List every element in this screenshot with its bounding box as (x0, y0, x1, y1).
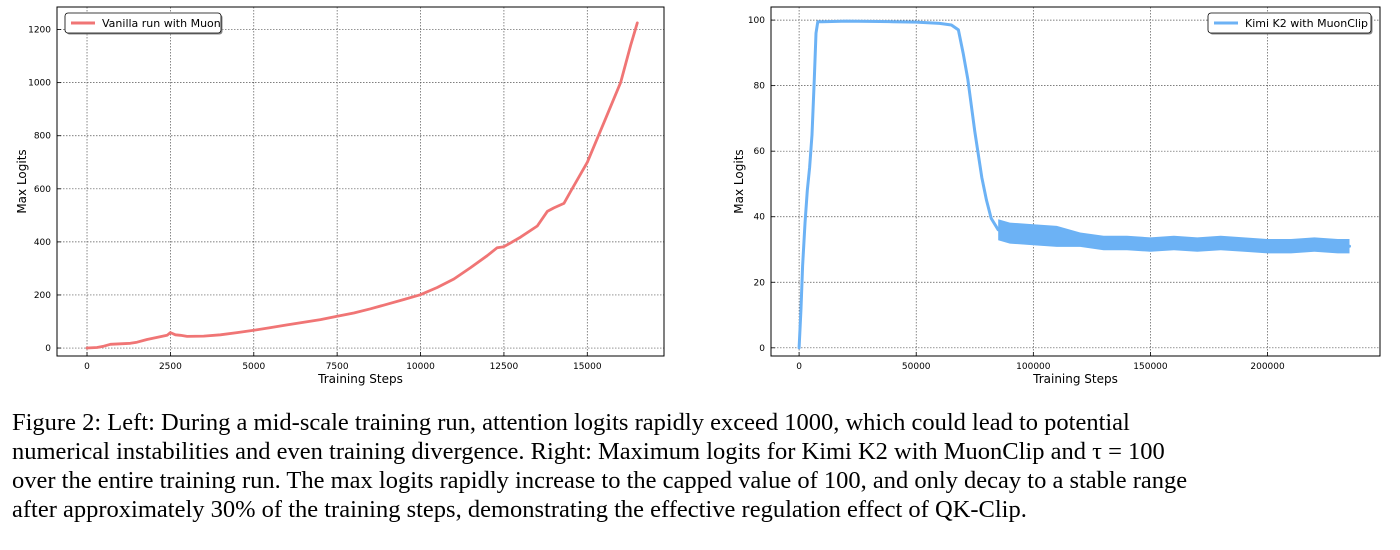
series-line-kimi-k2 (797, 19, 1351, 350)
x-tick-label: 12500 (490, 362, 519, 372)
caption-line-1: Figure 2: Left: During a mid-scale train… (12, 409, 1130, 436)
series-line-vanilla-muon (85, 21, 639, 350)
y-tick-label: 80 (754, 82, 766, 92)
y-tick-label: 1200 (28, 26, 51, 36)
chart-left: 0 2500 5000 7500 10000 12500 15000 0 200 400 600 80… (15, 6, 665, 386)
x-axis-title: Training Steps (1032, 372, 1118, 386)
y-tick-label: 0 (45, 344, 51, 354)
x-tick-label: 2500 (159, 362, 182, 372)
y-tick-label: 40 (754, 213, 766, 223)
y-tick-label: 200 (34, 291, 51, 301)
legend-box (64, 12, 222, 34)
caption-line-4: after approximately 30% of the training … (12, 496, 1027, 523)
y-axis-title: Max Logits (732, 149, 746, 213)
plot-frame (56, 6, 665, 357)
x-tick-label: 50000 (902, 362, 931, 372)
y-tick-label: 800 (34, 132, 51, 142)
legend-label: Kimi K2 with MuonClip (1245, 17, 1368, 30)
x-tick-label: 200000 (1250, 362, 1285, 372)
x-tick-label: 100000 (1016, 362, 1051, 372)
caption-line-3: over the entire training run. The max lo… (12, 467, 1188, 494)
y-tick-label: 20 (754, 278, 766, 288)
y-tick-label: 60 (754, 147, 766, 157)
figure-caption: Figure 2: Left: During a mid-scale train… (12, 408, 1390, 524)
chart-right: 0 50000 100000 150000 200000 0 20 40 60 80 100 Trai… (732, 6, 1381, 386)
y-axis-title: Max Logits (15, 149, 29, 213)
y-tick-label: 1000 (28, 79, 51, 89)
x-tick-label: 5000 (242, 362, 265, 372)
x-tick-label: 150000 (1133, 362, 1168, 372)
figure: 0 2500 5000 7500 10000 12500 15000020040060080… (15, 6, 1381, 386)
legend-label: Vanilla run with Muon (102, 17, 221, 30)
plot-frame (770, 6, 1381, 357)
x-tick-label: 7500 (326, 362, 349, 372)
y-tick-label: 400 (34, 238, 51, 248)
caption-line-2: numerical instabilities and even trainin… (12, 438, 1165, 465)
x-tick-label: 0 (796, 362, 802, 372)
x-axis-title: Training Steps (317, 372, 403, 386)
x-tick-label: 0 (84, 362, 90, 372)
x-tick-label: 15000 (573, 362, 602, 372)
y-tick-label: 0 (759, 344, 765, 354)
series-noise-band-kimi-k2 (998, 219, 1350, 254)
y-tick-label: 100 (748, 16, 765, 26)
y-tick-label: 600 (34, 185, 51, 195)
x-tick-label: 10000 (406, 362, 435, 372)
legend-box (1207, 12, 1372, 34)
